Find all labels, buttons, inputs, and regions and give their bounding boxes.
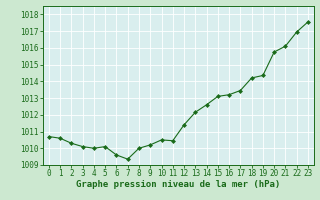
X-axis label: Graphe pression niveau de la mer (hPa): Graphe pression niveau de la mer (hPa) xyxy=(76,180,281,189)
